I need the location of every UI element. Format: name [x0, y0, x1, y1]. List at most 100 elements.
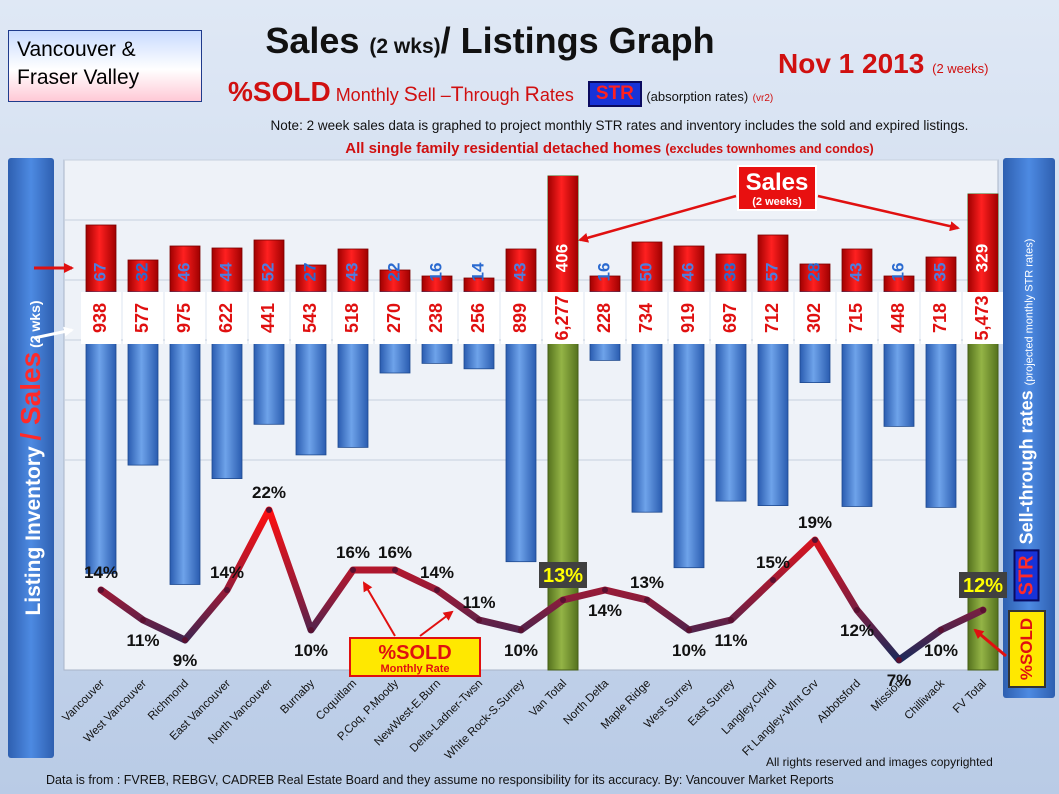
sold-value-label: 15% — [756, 553, 790, 572]
title-rest: / Listings Graph — [440, 20, 715, 61]
sold-point — [350, 567, 356, 573]
sales-bar — [253, 239, 285, 293]
x-tick-label: White Rock-S.Surrey — [443, 677, 528, 762]
inventory-value-label: 919 — [678, 303, 698, 333]
inventory-value-label: 718 — [930, 303, 950, 333]
sold-value-label: 14% — [84, 563, 118, 582]
note-detached-homes: All single family residential detached h… — [0, 140, 1059, 157]
inventory-label-bg — [501, 292, 541, 344]
inventory-label-bg — [963, 292, 1003, 344]
sales-arrow-fv — [817, 194, 960, 232]
sold-point — [476, 617, 482, 623]
sales-callout-box — [737, 165, 817, 211]
note-text: Note: 2 week sales data is graphed to pr… — [270, 118, 969, 133]
x-tick-label: Ft Langley-Wlnt Grv — [740, 677, 821, 758]
subtitle-part-4: ates — [539, 85, 574, 105]
sales-bar — [925, 256, 957, 293]
title-paren: (2 wks) — [369, 35, 441, 58]
sold-point — [770, 577, 776, 583]
inventory-value-label: 256 — [468, 303, 488, 333]
date-sub: (2 weeks) — [932, 61, 989, 76]
inventory-label-bg — [417, 292, 457, 344]
inventory-value-label: 577 — [132, 303, 152, 333]
sales-value-label: 16 — [426, 263, 445, 282]
sold-value-label: 13% — [543, 565, 583, 587]
sales-value-label: 28 — [804, 263, 823, 282]
sold-point — [938, 627, 944, 633]
inventory-value-label: 228 — [594, 303, 614, 333]
sold-point — [560, 597, 566, 603]
sales-bar — [295, 264, 327, 293]
sales-bar — [211, 247, 243, 293]
sales-value-label: 35 — [930, 263, 949, 282]
sold-point — [98, 587, 104, 593]
sold-point — [896, 657, 902, 663]
sales-value-label: 44 — [216, 262, 235, 281]
inventory-value-label: 712 — [762, 303, 782, 333]
sold-line-group — [97, 506, 987, 664]
inventory-value-label: 975 — [174, 303, 194, 333]
sold-arrow-left — [362, 581, 396, 637]
x-tick-label: Burnaby — [278, 677, 317, 716]
sold-value-label: 12% — [840, 621, 874, 640]
sold-point — [140, 617, 146, 623]
sold-callout-sub: Monthly Rate — [380, 663, 449, 675]
sales-value-label: 329 — [972, 244, 991, 272]
chart-title: Sales (2 wks)/ Listings Graph — [180, 20, 800, 62]
sold-value-label: 16% — [378, 543, 412, 562]
sold-point — [686, 627, 692, 633]
inventory-label-bg — [333, 292, 373, 344]
str-badge: STR — [587, 81, 642, 107]
total-rate-box — [959, 572, 1007, 598]
inventory-label-bg — [585, 292, 625, 344]
date-main: Nov 1 2013 — [778, 48, 933, 79]
subtitle-part-1: Monthly — [330, 85, 404, 105]
inventory-value-label: 302 — [804, 303, 824, 333]
sales-bar — [968, 194, 998, 292]
sold-callout-main: %SOLD — [378, 642, 451, 664]
inventory-value-label: 5,473 — [972, 295, 992, 340]
sales-bar — [505, 248, 537, 293]
subtitle-part-2: ell – — [417, 85, 451, 105]
inventory-axis-arrow — [33, 326, 74, 340]
sales-value-label: 14 — [468, 262, 487, 281]
x-tick-label: Van Total — [527, 678, 569, 720]
inventory-value-label: 441 — [258, 303, 278, 333]
inventory-label-bg — [459, 292, 499, 344]
sold-point — [392, 567, 398, 573]
sales-value-label: 57 — [762, 263, 781, 282]
sales-bar — [169, 245, 201, 293]
sales-callout-main: Sales — [746, 169, 809, 196]
sold-value-label: 14% — [588, 601, 622, 620]
sales-value-label: 43 — [342, 263, 361, 282]
x-tick-label: FV Total — [951, 678, 989, 716]
sales-bar — [631, 241, 663, 293]
sold-value-label: 22% — [252, 483, 286, 502]
version-note: (vr2) — [752, 93, 774, 104]
note2-sub: (excludes townhomes and condos) — [665, 142, 874, 156]
sales-value-label: 38 — [720, 263, 739, 282]
inventory-label-bg — [753, 292, 793, 344]
sold-arrow-right — [419, 610, 454, 637]
footer-source: Data is from : FVREB, REBGV, CADREB Real… — [46, 773, 834, 787]
sold-point — [728, 617, 734, 623]
right-axis-panel — [1003, 158, 1055, 698]
sold-point — [518, 627, 524, 633]
inventory-label-bg — [837, 292, 877, 344]
sales-value-label: 43 — [846, 263, 865, 282]
inventory-value-label: 270 — [384, 303, 404, 333]
x-tick-label: Coquitlam — [314, 678, 359, 723]
subtitle-part-3: hrough — [463, 85, 525, 105]
inventory-label-bg — [879, 292, 919, 344]
sold-point — [266, 507, 272, 513]
callouts-group: Sales (2 weeks) %SOLD Monthly Rate — [33, 165, 1007, 677]
chart-subtitle: %SOLD Monthly Sell –Through Rates STR (ab… — [228, 76, 773, 108]
inventory-value-label: 734 — [636, 303, 656, 333]
subtitle-sold: %SOLD — [228, 76, 331, 107]
sales-value-label: 16 — [594, 263, 613, 282]
sales-bar — [548, 176, 578, 292]
inventory-label-bg — [669, 292, 709, 344]
region-box: Vancouver & Fraser Valley — [8, 30, 202, 102]
absorption-note: (absorption rates) — [646, 89, 749, 104]
